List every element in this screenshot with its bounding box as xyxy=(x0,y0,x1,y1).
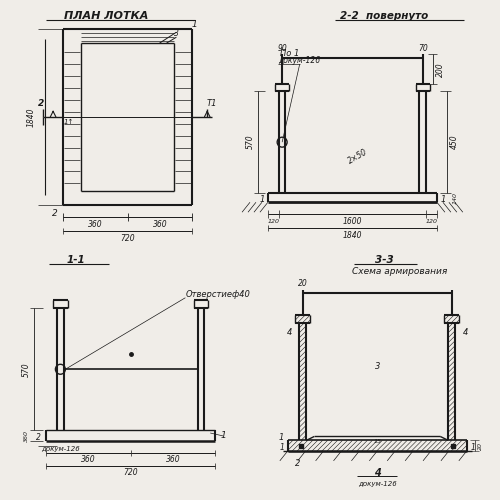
Text: 360: 360 xyxy=(166,456,180,464)
Text: T1: T1 xyxy=(207,99,218,108)
Text: 1: 1 xyxy=(280,444,284,452)
Text: 1600: 1600 xyxy=(342,216,362,226)
Text: 1: 1 xyxy=(192,20,197,29)
Text: 4: 4 xyxy=(462,328,468,337)
Text: докум-126: докум-126 xyxy=(358,480,397,486)
Text: 1: 1 xyxy=(278,433,283,442)
Text: 20: 20 xyxy=(298,280,308,288)
Text: 720: 720 xyxy=(120,234,135,242)
Text: 90: 90 xyxy=(278,44,287,53)
Text: 4: 4 xyxy=(374,468,380,478)
Text: 2: 2 xyxy=(295,460,300,468)
Text: 140: 140 xyxy=(452,192,458,203)
Text: 3: 3 xyxy=(174,28,179,38)
Text: 360: 360 xyxy=(88,220,102,228)
Text: 200: 200 xyxy=(436,62,445,76)
Text: 360: 360 xyxy=(152,220,168,228)
Text: докум-126: докум-126 xyxy=(278,56,320,64)
Text: 15: 15 xyxy=(374,439,382,444)
Text: 1: 1 xyxy=(259,195,264,204)
Text: 1840: 1840 xyxy=(342,230,362,239)
Text: 4: 4 xyxy=(287,328,292,337)
Text: 2: 2 xyxy=(38,99,44,108)
Text: ПЛАН ЛОТКА: ПЛАН ЛОТКА xyxy=(64,12,148,22)
Text: По 1: По 1 xyxy=(280,48,299,58)
Text: 2: 2 xyxy=(52,208,58,218)
Text: 1: 1 xyxy=(220,432,226,440)
Text: 360: 360 xyxy=(24,430,29,442)
Text: 1-1: 1-1 xyxy=(66,255,86,265)
Text: 20: 20 xyxy=(478,442,483,450)
Text: 70: 70 xyxy=(418,44,428,53)
Text: 2×50: 2×50 xyxy=(346,148,368,166)
Text: Отверстиеф40: Отверстиеф40 xyxy=(186,290,250,299)
Text: докум-126: докум-126 xyxy=(41,446,80,452)
Text: 120: 120 xyxy=(426,218,438,224)
Text: 1840: 1840 xyxy=(26,108,36,127)
Text: 2: 2 xyxy=(36,434,41,442)
Text: 3: 3 xyxy=(374,362,380,371)
Text: 720: 720 xyxy=(124,468,138,477)
Text: Схема армирования: Схема армирования xyxy=(352,268,447,276)
Text: 1↑: 1↑ xyxy=(64,119,74,125)
Text: 570: 570 xyxy=(22,362,31,376)
Text: 3-3: 3-3 xyxy=(375,255,394,265)
Text: 2-2  повернуто: 2-2 повернуто xyxy=(340,12,428,22)
Text: 1: 1 xyxy=(440,195,446,204)
Text: 120: 120 xyxy=(268,218,280,224)
Text: 1: 1 xyxy=(470,444,475,452)
Text: 450: 450 xyxy=(450,135,460,150)
Text: 570: 570 xyxy=(246,135,254,150)
Text: 360: 360 xyxy=(81,456,96,464)
